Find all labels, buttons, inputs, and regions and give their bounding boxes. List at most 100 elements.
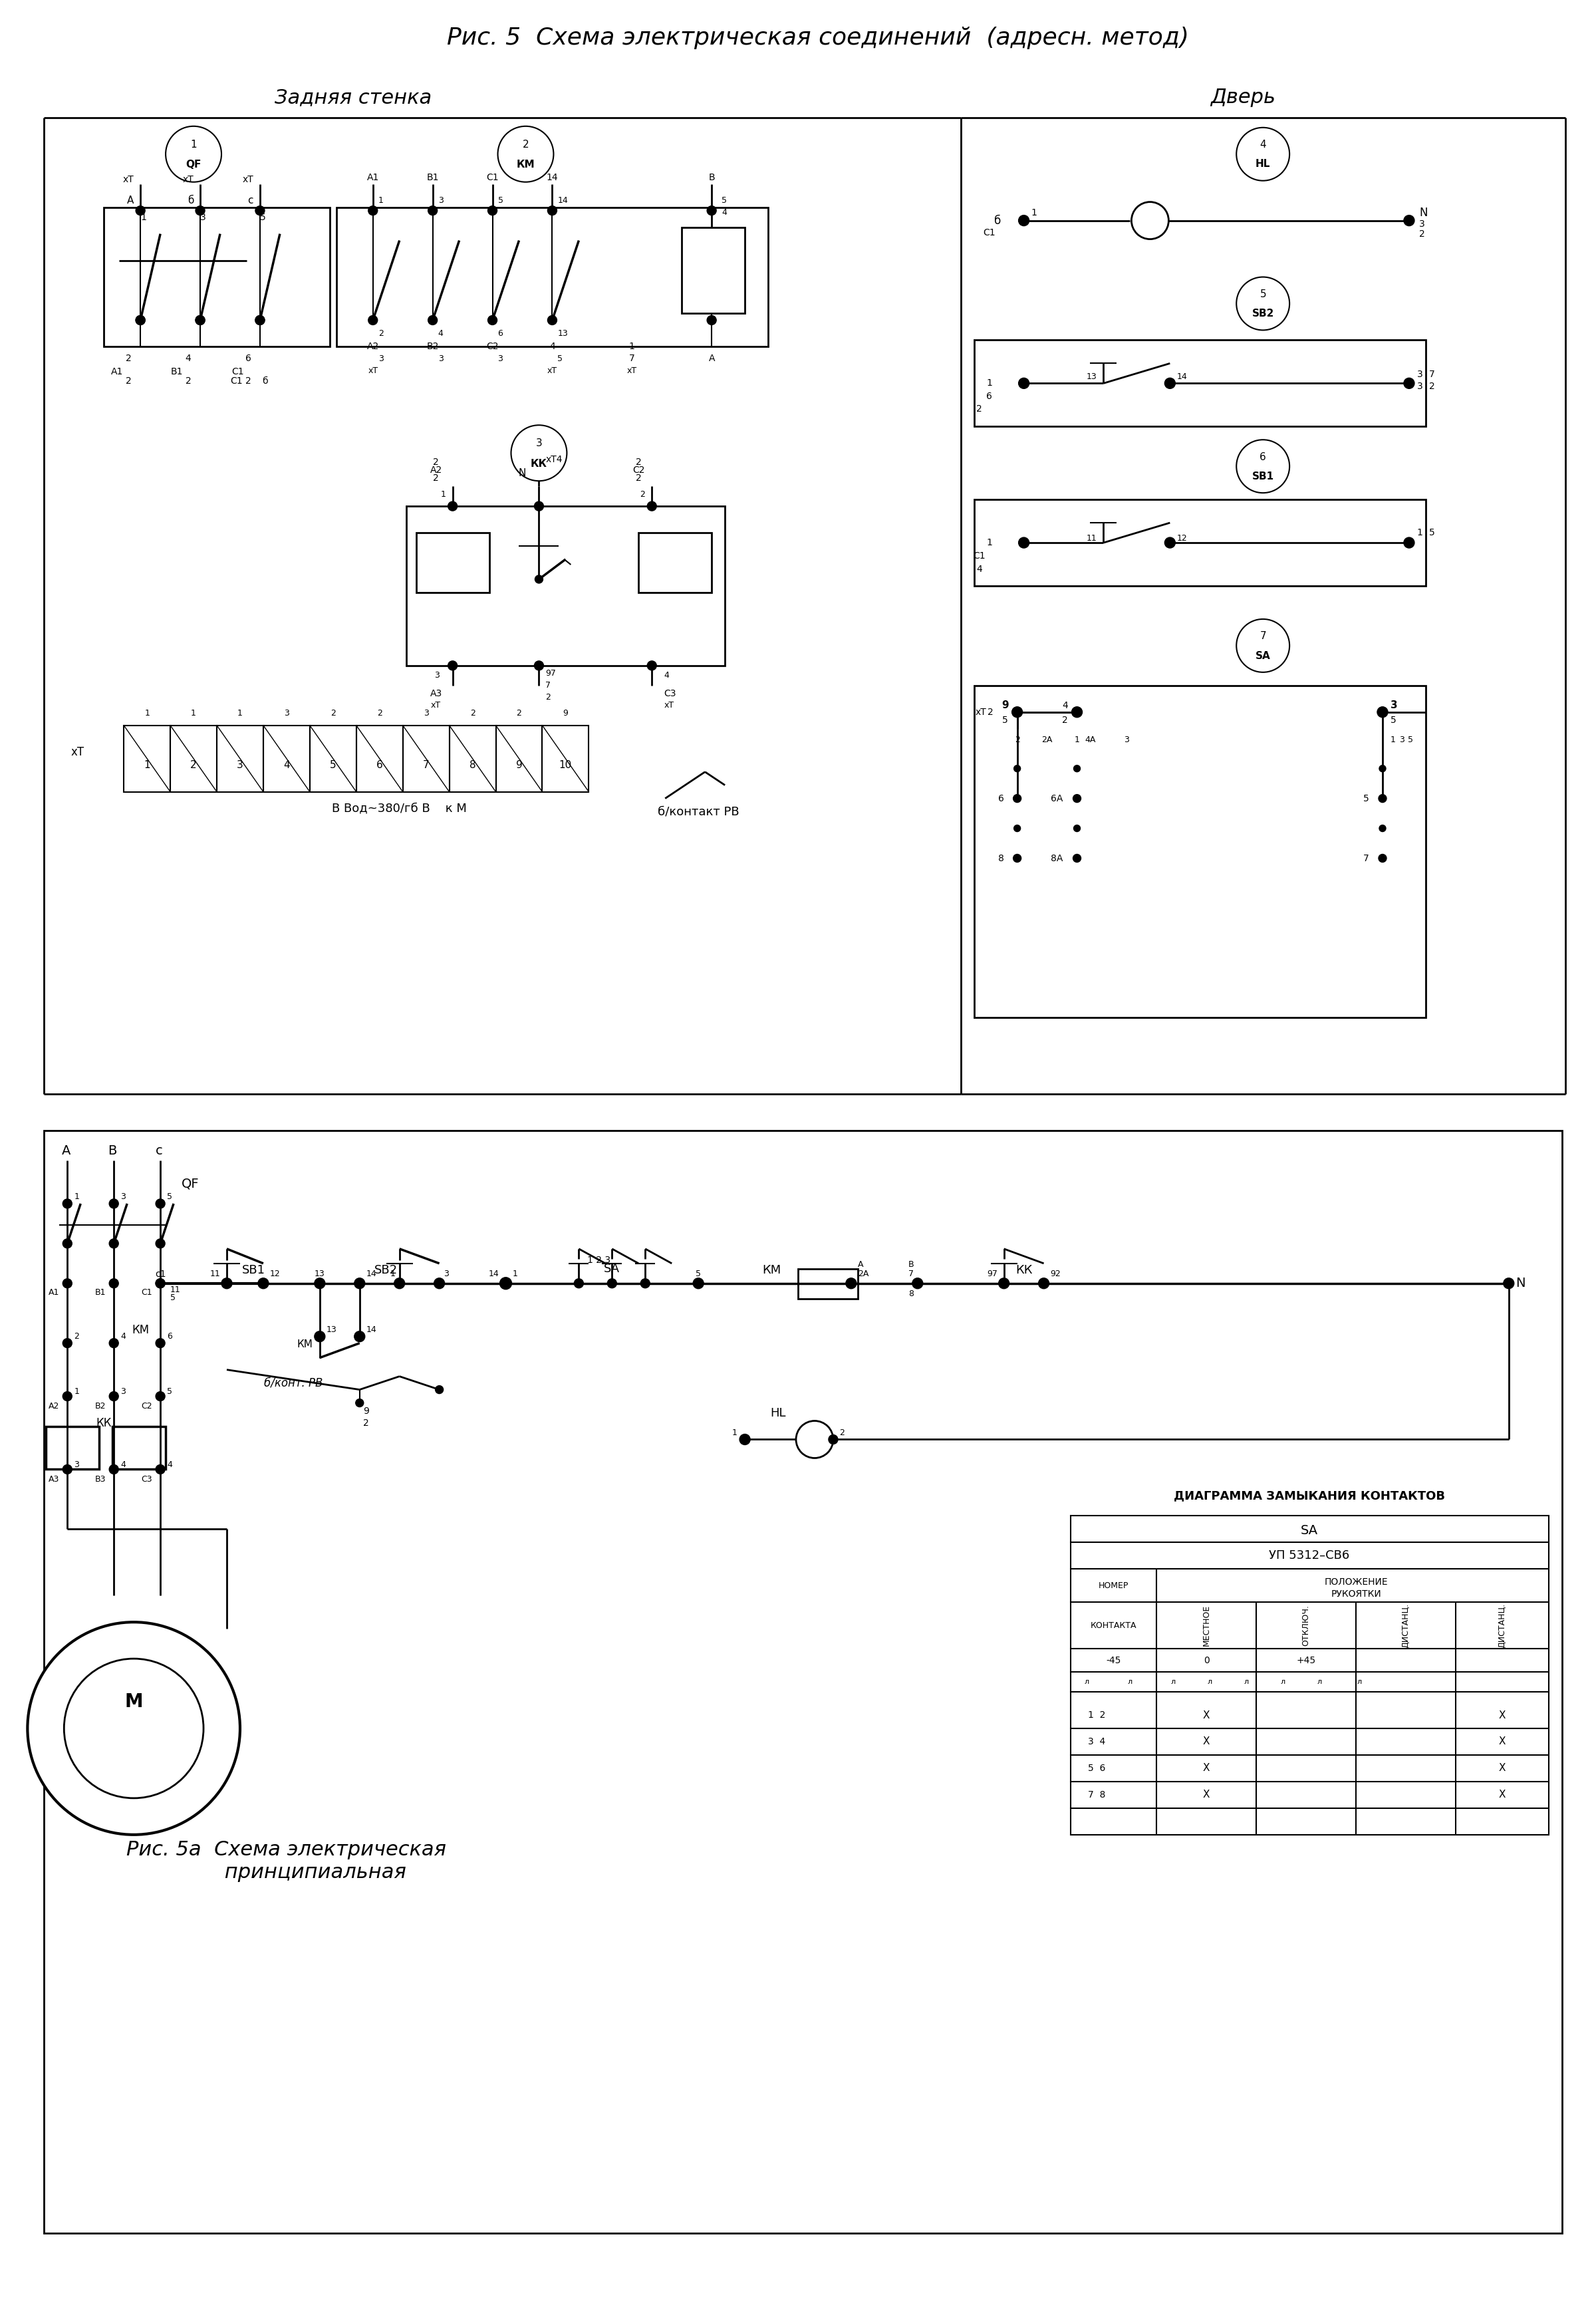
Circle shape bbox=[62, 1238, 72, 1247]
Text: 5: 5 bbox=[498, 196, 503, 205]
Text: хТ: хТ bbox=[367, 366, 378, 375]
Text: 2: 2 bbox=[839, 1429, 844, 1438]
Circle shape bbox=[1165, 377, 1175, 389]
Circle shape bbox=[109, 1238, 118, 1247]
Circle shape bbox=[156, 1466, 164, 1475]
Text: 13: 13 bbox=[1087, 373, 1096, 382]
Circle shape bbox=[1013, 826, 1020, 831]
Bar bbox=[417, 534, 488, 594]
Text: 5  6: 5 6 bbox=[1088, 1763, 1106, 1772]
Bar bbox=[217, 725, 263, 792]
Text: 4: 4 bbox=[977, 564, 982, 573]
Text: хТ: хТ bbox=[627, 366, 637, 375]
Text: 2А: 2А bbox=[1042, 736, 1052, 743]
Text: В: В bbox=[109, 1144, 117, 1157]
Text: с: с bbox=[155, 1144, 163, 1157]
Text: 2: 2 bbox=[190, 759, 196, 771]
Circle shape bbox=[136, 315, 145, 324]
Circle shape bbox=[535, 575, 543, 582]
Text: КМ: КМ bbox=[132, 1323, 148, 1337]
Text: 14: 14 bbox=[488, 1270, 500, 1279]
Text: 2: 2 bbox=[330, 709, 335, 718]
Circle shape bbox=[1237, 127, 1290, 182]
Text: 5: 5 bbox=[168, 1388, 172, 1397]
Circle shape bbox=[109, 1199, 118, 1208]
Text: -45: -45 bbox=[1106, 1657, 1120, 1666]
Bar bbox=[638, 534, 712, 594]
Circle shape bbox=[913, 1277, 922, 1289]
Text: 97: 97 bbox=[986, 1270, 998, 1279]
Text: c1: c1 bbox=[155, 1270, 166, 1279]
Text: 2: 2 bbox=[546, 693, 551, 702]
Circle shape bbox=[1013, 766, 1020, 771]
Text: 2: 2 bbox=[433, 474, 439, 483]
Text: 8: 8 bbox=[469, 759, 476, 771]
Text: 7: 7 bbox=[546, 681, 551, 690]
Text: 5: 5 bbox=[1363, 794, 1369, 803]
Text: X: X bbox=[1203, 1790, 1210, 1799]
Text: 13: 13 bbox=[557, 329, 568, 338]
Text: 2: 2 bbox=[522, 140, 528, 150]
Text: л: л bbox=[1357, 1680, 1361, 1684]
Text: Рис. 5  Схема электрическая соединений  (адресн. метод): Рис. 5 Схема электрическая соединений (а… bbox=[447, 28, 1189, 48]
Text: А2: А2 bbox=[429, 465, 442, 474]
Bar bbox=[124, 725, 171, 792]
Text: 1: 1 bbox=[190, 140, 196, 150]
Bar bbox=[104, 207, 330, 347]
Text: 3: 3 bbox=[120, 1388, 126, 1397]
Text: SA: SA bbox=[603, 1263, 619, 1275]
Text: 4: 4 bbox=[1061, 702, 1068, 711]
Text: 5: 5 bbox=[557, 354, 563, 364]
Text: С2: С2 bbox=[487, 343, 498, 352]
Text: хТ: хТ bbox=[547, 366, 557, 375]
Text: С1: С1 bbox=[983, 228, 996, 237]
Text: SB2: SB2 bbox=[1251, 308, 1274, 318]
Circle shape bbox=[1013, 854, 1021, 863]
Text: л: л bbox=[1171, 1680, 1176, 1684]
Bar bbox=[46, 1427, 99, 1470]
Text: 3: 3 bbox=[498, 354, 503, 364]
Text: 7: 7 bbox=[1259, 630, 1266, 642]
Text: 5: 5 bbox=[721, 196, 726, 205]
Circle shape bbox=[1404, 216, 1414, 225]
Text: 4: 4 bbox=[1259, 140, 1266, 150]
Text: 2: 2 bbox=[185, 377, 192, 387]
Circle shape bbox=[62, 1339, 72, 1348]
Text: 3: 3 bbox=[1417, 370, 1424, 380]
Text: 4: 4 bbox=[185, 354, 192, 364]
Text: 9: 9 bbox=[1002, 700, 1009, 711]
Text: 3: 3 bbox=[1417, 382, 1424, 391]
Text: 6: 6 bbox=[377, 759, 383, 771]
Text: хТ: хТ bbox=[975, 706, 986, 716]
Text: 2: 2 bbox=[1419, 230, 1425, 239]
Text: А1: А1 bbox=[112, 368, 123, 377]
Circle shape bbox=[1132, 202, 1168, 239]
Text: КК: КК bbox=[530, 458, 547, 469]
Text: 2: 2 bbox=[469, 709, 476, 718]
Text: ДИАГРАММА ЗАМЫКАНИЯ КОНТАКТОВ: ДИАГРАММА ЗАМЫКАНИЯ КОНТАКТОВ bbox=[1173, 1491, 1444, 1503]
Bar bbox=[798, 1268, 857, 1298]
Text: 6: 6 bbox=[986, 391, 993, 400]
Circle shape bbox=[136, 315, 145, 324]
Text: N: N bbox=[1515, 1277, 1526, 1289]
Circle shape bbox=[1404, 377, 1414, 389]
Text: л: л bbox=[1128, 1680, 1133, 1684]
Circle shape bbox=[196, 205, 204, 216]
Text: С1: С1 bbox=[231, 368, 244, 377]
Text: 6: 6 bbox=[168, 1332, 172, 1341]
Text: 4: 4 bbox=[284, 759, 290, 771]
Circle shape bbox=[369, 315, 378, 324]
Text: Дверь: Дверь bbox=[1210, 87, 1275, 108]
Text: 3: 3 bbox=[444, 1270, 448, 1279]
Text: 1: 1 bbox=[192, 709, 196, 718]
Circle shape bbox=[259, 1277, 268, 1289]
Text: 2: 2 bbox=[635, 458, 642, 467]
Text: л: л bbox=[1280, 1680, 1285, 1684]
Circle shape bbox=[354, 1332, 365, 1341]
Circle shape bbox=[739, 1434, 750, 1445]
Circle shape bbox=[1073, 854, 1080, 863]
Text: QF: QF bbox=[182, 1178, 200, 1190]
Circle shape bbox=[648, 660, 656, 670]
Text: НL: НL bbox=[771, 1406, 785, 1420]
Text: 1: 1 bbox=[986, 380, 993, 389]
